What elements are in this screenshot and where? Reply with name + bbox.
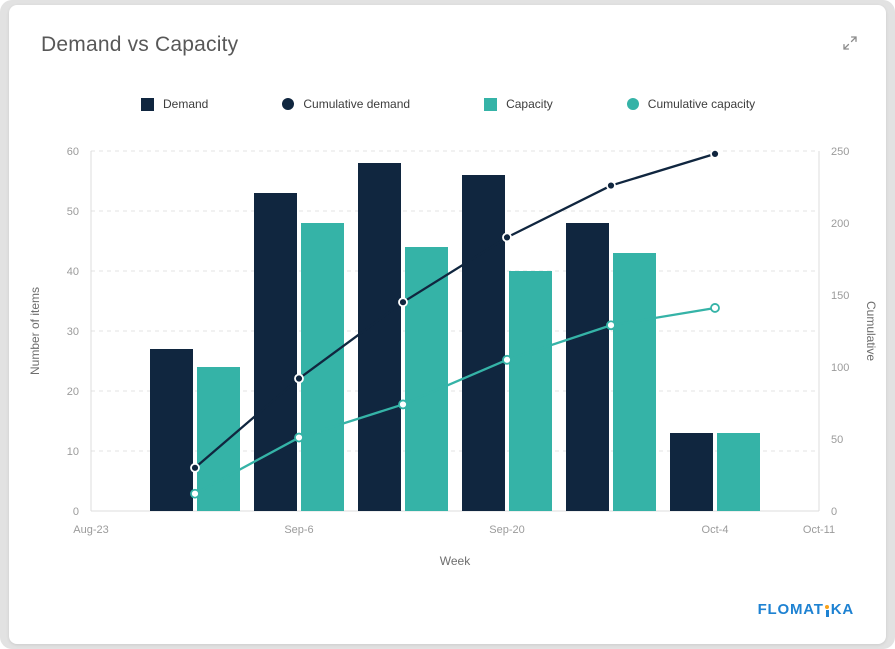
line-cumulative-demand	[194, 152, 716, 469]
point-cumulative-demand-Sep-6[interactable]	[294, 373, 304, 384]
chart-card: Demand vs Capacity Demand Cumulative dem…	[9, 5, 886, 644]
bar-capacity-Aug-30[interactable]	[197, 367, 240, 511]
legend-label: Demand	[163, 97, 209, 111]
left-axis-tick: 20	[67, 386, 79, 398]
legend-marker-demand	[141, 97, 154, 111]
legend-item-cumulative-demand[interactable]: Cumulative demand	[282, 97, 410, 111]
legend-label: Cumulative demand	[303, 97, 411, 111]
legend-marker-cumulative-demand	[282, 98, 295, 110]
left-axis-tick: 40	[67, 266, 79, 278]
point-cumulative-demand-Sep-27[interactable]	[606, 180, 616, 191]
bar-demand-Sep-13[interactable]	[358, 163, 401, 511]
logo-text-suffix: KA	[830, 601, 854, 618]
card-header: Demand vs Capacity	[9, 5, 886, 57]
left-axis-tick: 60	[67, 146, 79, 158]
expand-icon	[843, 36, 857, 50]
point-cumulative-demand-Sep-20[interactable]	[502, 232, 512, 243]
chart-area: 0 10 20 30 40 50 60 0 50 100 150 200 250 Aug-23 Sep-6 S…	[9, 133, 886, 588]
left-axis-tick: 50	[67, 206, 79, 218]
bar-capacity-Sep-6[interactable]	[301, 223, 344, 511]
x-axis-tick: Oct-4	[702, 524, 729, 536]
x-axis-tick: Sep-20	[489, 524, 524, 536]
bar-demand-Sep-20[interactable]	[462, 175, 505, 511]
legend-item-cumulative-capacity[interactable]: Cumulative capacity	[626, 97, 756, 111]
x-axis-tick: Aug-23	[73, 524, 108, 536]
point-cumulative-capacity-Aug-30[interactable]	[190, 488, 200, 499]
right-axis-tick: 0	[831, 506, 837, 518]
bar-demand-Aug-30[interactable]	[150, 349, 193, 511]
bar-capacity-Oct-4[interactable]	[717, 433, 760, 511]
legend-label: Capacity	[506, 97, 553, 111]
left-axis-tick: 0	[73, 506, 79, 518]
legend-marker-capacity	[484, 97, 498, 111]
logo-i-dot	[825, 605, 830, 609]
point-cumulative-capacity-Sep-6[interactable]	[294, 432, 304, 443]
logo-letter-i	[825, 605, 830, 617]
bar-demand-Sep-27[interactable]	[566, 223, 609, 511]
point-cumulative-capacity-Sep-27[interactable]	[606, 320, 616, 331]
bar-demand-Sep-6[interactable]	[254, 193, 297, 511]
right-axis-title: Cumulative	[864, 301, 878, 361]
point-cumulative-demand-Sep-13[interactable]	[398, 297, 408, 308]
flomatika-logo: FLOMAT KA	[758, 601, 854, 618]
legend-label: Cumulative capacity	[647, 97, 756, 111]
legend-item-capacity[interactable]: Capacity	[484, 97, 553, 111]
right-axis-tick: 50	[831, 434, 843, 446]
logo-i-stem	[825, 609, 829, 617]
point-cumulative-demand-Oct-4[interactable]	[710, 148, 720, 159]
left-axis-tick: 10	[67, 446, 79, 458]
legend-item-demand[interactable]: Demand	[141, 97, 208, 111]
point-cumulative-capacity-Sep-20[interactable]	[502, 354, 512, 365]
demand-vs-capacity-chart: 0 10 20 30 40 50 60 0 50 100 150 200 250 Aug-23 Sep-6 S…	[28, 146, 878, 568]
bar-demand-Oct-4[interactable]	[670, 433, 713, 511]
point-cumulative-demand-Aug-30[interactable]	[190, 462, 200, 473]
chart-legend: Demand Cumulative demand Capacity Cumula…	[9, 97, 886, 111]
x-axis-tick: Sep-6	[284, 524, 313, 536]
expand-button[interactable]	[840, 33, 860, 56]
left-axis-tick: 30	[67, 326, 79, 338]
x-axis-tick: Oct-11	[803, 524, 835, 536]
point-cumulative-capacity-Sep-13[interactable]	[398, 399, 408, 410]
bar-capacity-Sep-13[interactable]	[405, 247, 448, 511]
legend-marker-cumulative-capacity	[626, 98, 639, 110]
x-axis-title: Week	[440, 554, 471, 568]
line-cumulative-capacity	[194, 306, 716, 495]
right-axis-tick: 150	[831, 290, 849, 302]
point-cumulative-capacity-Oct-4[interactable]	[710, 303, 720, 313]
logo-text-prefix: FLOMAT	[757, 601, 824, 618]
page-title: Demand vs Capacity	[41, 33, 239, 56]
bar-capacity-Sep-27[interactable]	[613, 253, 656, 511]
right-axis-tick: 250	[831, 146, 849, 158]
right-axis-tick: 100	[831, 362, 849, 374]
left-axis-title: Number of items	[28, 287, 42, 375]
right-axis-tick: 200	[831, 218, 849, 230]
bar-capacity-Sep-20[interactable]	[509, 271, 552, 511]
